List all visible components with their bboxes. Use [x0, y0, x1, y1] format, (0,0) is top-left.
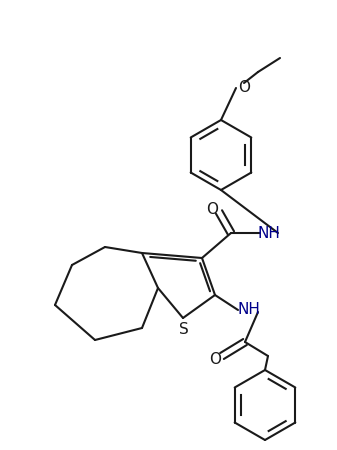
Text: NH: NH: [238, 302, 261, 316]
Text: O: O: [209, 352, 221, 368]
Text: O: O: [238, 81, 250, 95]
Text: S: S: [179, 321, 189, 337]
Text: NH: NH: [257, 225, 280, 240]
Text: O: O: [206, 202, 218, 217]
